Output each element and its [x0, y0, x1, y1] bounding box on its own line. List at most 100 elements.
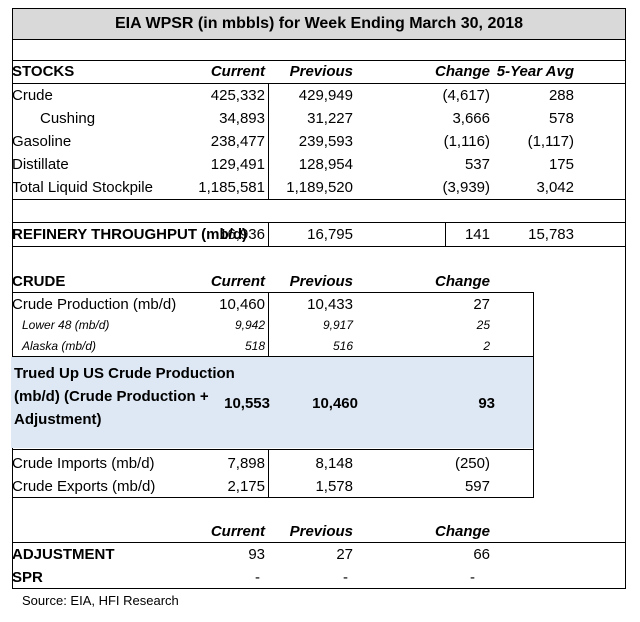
header-current: Current [210, 273, 265, 290]
divider [12, 356, 534, 357]
crude-header-label: CRUDE [12, 273, 66, 290]
stocks-header-row: STOCKS Current Previous Change 5-Year Av… [10, 60, 600, 83]
row-change: (3,939) [442, 179, 490, 196]
divider [12, 222, 626, 223]
header-current: Current [210, 523, 265, 540]
row-label: Crude Production (mb/d) [12, 296, 177, 313]
trued-up-highlight [11, 357, 533, 448]
source-note: Source: EIA, HFI Research [22, 593, 179, 608]
row-previous: 1,189,520 [286, 179, 353, 196]
row-change: 537 [464, 156, 490, 173]
row-current: 34,893 [219, 110, 265, 127]
row-current: 9,942 [234, 318, 265, 332]
bottom-header-row: Current Previous Change [10, 520, 600, 543]
table-row: Crude Exports (mb/d) 2,175 1,578 597 [10, 475, 600, 498]
row-label: Distillate [12, 156, 69, 173]
header-change: Change [434, 63, 490, 80]
row-change: 27 [473, 296, 490, 313]
divider [533, 292, 534, 497]
refinery-avg: 15,783 [528, 226, 574, 243]
row-previous: 1,578 [315, 478, 353, 495]
table-row: Cushing 34,893 31,227 3,666 578 [10, 107, 600, 130]
row-previous: 516 [332, 339, 353, 353]
row-change: (1,116) [443, 133, 490, 150]
row-change: 597 [464, 478, 490, 495]
trued-up-change: 93 [478, 395, 495, 412]
adjustment-label: ADJUSTMENT [12, 546, 115, 563]
table-row: Alaska (mb/d) 518 516 2 [10, 336, 600, 356]
table-row: Crude Imports (mb/d) 7,898 8,148 (250) [10, 452, 600, 475]
divider [12, 83, 626, 84]
row-label: Crude [12, 87, 53, 104]
table-title: EIA WPSR (in mbbls) for Week Ending Marc… [13, 9, 625, 40]
row-previous: 8,148 [315, 455, 353, 472]
divider [12, 542, 626, 543]
row-avg: 3,042 [536, 179, 574, 196]
row-label: Total Liquid Stockpile [12, 179, 153, 196]
row-avg: (1,117) [527, 133, 574, 150]
spr-current: - [255, 569, 260, 586]
header-previous: Previous [289, 523, 353, 540]
table-row: Total Liquid Stockpile 1,185,581 1,189,5… [10, 176, 600, 199]
trued-up-row: Trued Up US Crude Production (mb/d) (Cru… [12, 362, 532, 446]
divider [12, 449, 534, 450]
row-label: Lower 48 (mb/d) [22, 318, 110, 332]
crude-header-row: CRUDE Current Previous Change [10, 270, 600, 293]
table-row: SPR - - - [10, 566, 600, 589]
row-current: 10,460 [219, 296, 265, 313]
row-current: 238,477 [210, 133, 265, 150]
row-previous: 429,949 [298, 87, 353, 104]
row-current: 518 [244, 339, 265, 353]
spr-change: - [470, 569, 475, 586]
row-avg: 175 [548, 156, 574, 173]
refinery-previous: 16,795 [307, 226, 353, 243]
row-current: 129,491 [210, 156, 265, 173]
row-change: 3,666 [452, 110, 490, 127]
row-current: 2,175 [227, 478, 265, 495]
header-previous: Previous [289, 273, 353, 290]
refinery-row: REFINERY THROUGHPUT (mb/d) 16,936 16,795… [10, 223, 600, 246]
divider [445, 222, 446, 246]
divider [12, 246, 626, 247]
row-previous: 128,954 [298, 156, 353, 173]
row-current: 1,185,581 [198, 179, 265, 196]
row-previous: 31,227 [307, 110, 353, 127]
header-previous: Previous [289, 63, 353, 80]
adjustment-change: 66 [473, 546, 490, 563]
trued-up-label: Trued Up US Crude Production (mb/d) (Cru… [14, 365, 235, 428]
refinery-change: 141 [464, 226, 490, 243]
row-previous: 9,917 [322, 318, 353, 332]
row-change: 2 [483, 339, 490, 353]
divider [12, 292, 534, 293]
row-label: Crude Exports (mb/d) [12, 478, 156, 495]
row-label: Crude Imports (mb/d) [12, 455, 155, 472]
row-change: (4,617) [442, 87, 490, 104]
header-current: Current [210, 63, 265, 80]
table-row: Distillate 129,491 128,954 537 175 [10, 153, 600, 176]
row-previous: 239,593 [298, 133, 353, 150]
row-avg: 288 [548, 87, 574, 104]
divider [268, 292, 269, 356]
divider [268, 83, 269, 199]
adjustment-previous: 27 [336, 546, 353, 563]
table-row: Crude 425,332 429,949 (4,617) 288 [10, 84, 600, 107]
row-change: 25 [476, 318, 490, 332]
refinery-current: 16,936 [219, 226, 265, 243]
divider [268, 222, 269, 246]
refinery-label: REFINERY THROUGHPUT (mb/d) [12, 226, 247, 243]
trued-up-current: 10,553 [224, 395, 270, 412]
row-label: Gasoline [12, 133, 72, 150]
adjustment-current: 93 [248, 546, 265, 563]
row-current: 7,898 [227, 455, 265, 472]
row-current: 425,332 [210, 87, 265, 104]
table-row: Crude Production (mb/d) 10,460 10,433 27 [10, 293, 600, 316]
table-frame: EIA WPSR (in mbbls) for Week Ending Marc… [12, 8, 626, 589]
row-label: Alaska (mb/d) [22, 339, 97, 353]
spr-label: SPR [12, 569, 43, 586]
table-row: Lower 48 (mb/d) 9,942 9,917 25 [10, 315, 600, 335]
row-change: (250) [454, 455, 490, 472]
row-label: Cushing [40, 110, 96, 127]
table-row: ADJUSTMENT 93 27 66 [10, 543, 600, 566]
stocks-header-label: STOCKS [12, 63, 75, 80]
divider [12, 497, 534, 498]
